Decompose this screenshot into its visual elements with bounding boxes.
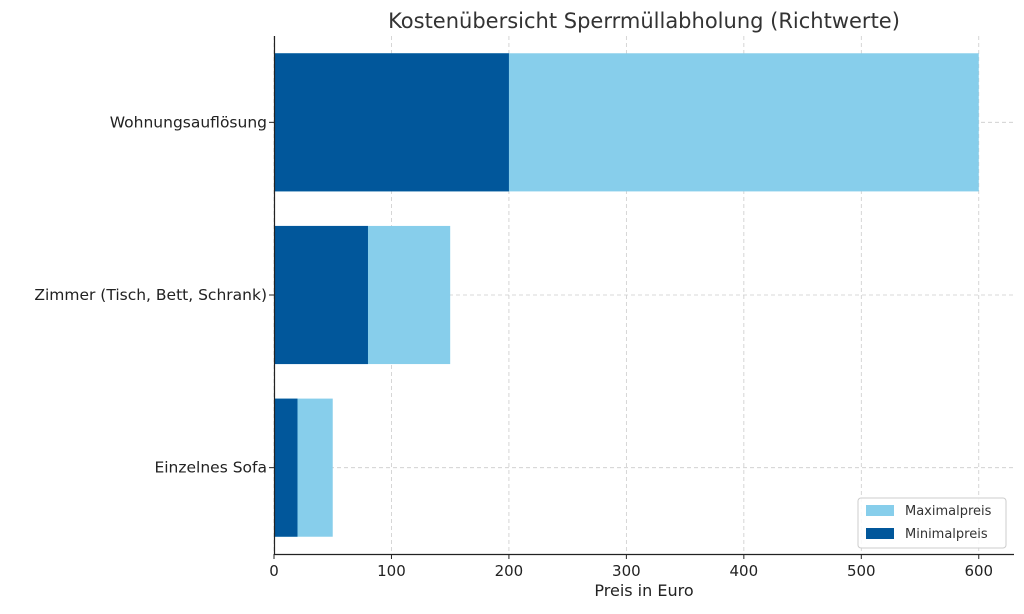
x-tick-label: 500 xyxy=(847,562,876,580)
legend-label-maximalpreis: Maximalpreis xyxy=(905,504,992,519)
bar-minimalpreis-zimmer-tisch-bett-schrank xyxy=(274,225,368,365)
bar-minimalpreis-einzelnes-sofa xyxy=(274,398,298,537)
chart-title: Kostenübersicht Sperrmüllabholung (Richt… xyxy=(388,9,900,33)
x-tick-label: 100 xyxy=(377,562,406,580)
x-axis-ticks: 0 100 200 300 400 500 600 xyxy=(269,554,993,580)
x-tick-label: 0 xyxy=(269,562,279,580)
legend: Maximalpreis Minimalpreis xyxy=(857,497,1007,549)
y-tick-label: Zimmer (Tisch, Bett, Schrank) xyxy=(34,286,267,304)
legend-box xyxy=(857,497,1007,549)
legend-swatch-maximalpreis xyxy=(866,505,894,516)
x-axis-label: Preis in Euro xyxy=(594,581,693,600)
legend-label-minimalpreis: Minimalpreis xyxy=(905,527,988,542)
legend-swatch-minimalpreis xyxy=(866,528,894,539)
x-tick-label: 600 xyxy=(964,562,993,580)
y-tick-label: Wohnungsauflösung xyxy=(110,113,267,131)
x-tick-label: 200 xyxy=(495,562,524,580)
x-tick-label: 400 xyxy=(730,562,759,580)
x-tick-label: 300 xyxy=(612,562,641,580)
y-axis-labels: Einzelnes Sofa Zimmer (Tisch, Bett, Schra… xyxy=(34,113,274,477)
bars xyxy=(274,53,979,537)
bar-minimalpreis-wohnungsauflösung xyxy=(274,53,509,192)
y-tick-label: Einzelnes Sofa xyxy=(154,459,267,477)
